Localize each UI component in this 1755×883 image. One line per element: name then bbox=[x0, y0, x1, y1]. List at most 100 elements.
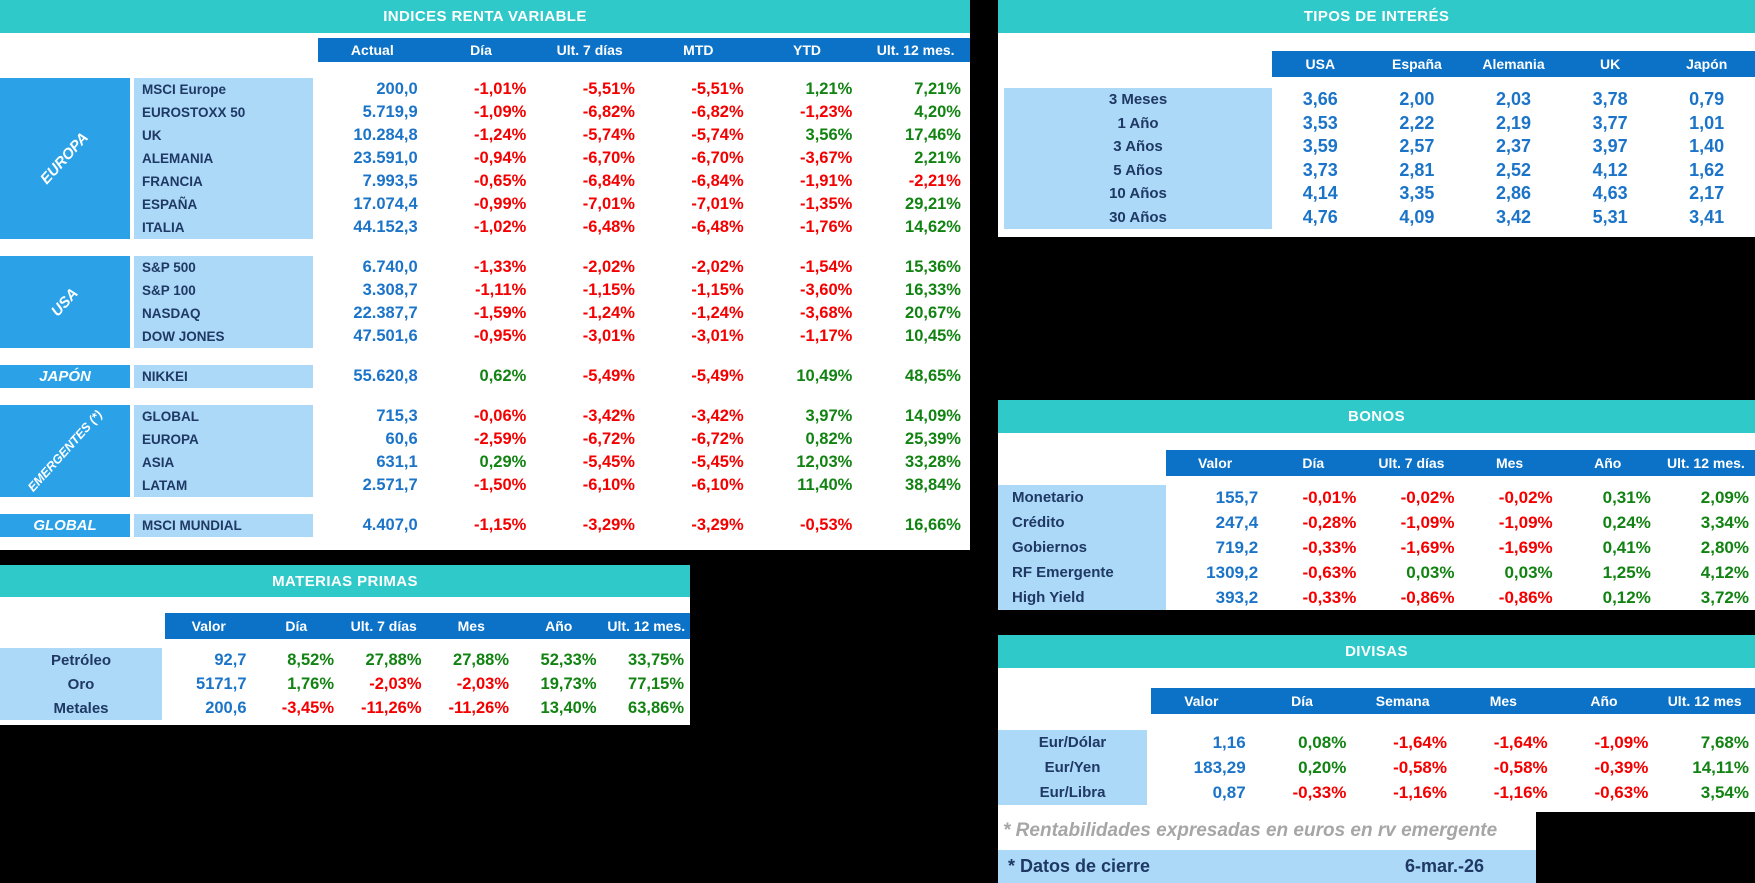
value-cell: 92,7 bbox=[214, 650, 247, 669]
value-cell: 12,03% bbox=[796, 453, 853, 471]
value-cell: 60,6 bbox=[385, 430, 418, 448]
value-cell: -0,01% bbox=[1302, 487, 1357, 507]
value-cell: 1,16 bbox=[1212, 732, 1246, 752]
value-cell: -3,67% bbox=[800, 149, 853, 167]
table-row: 5.719,9 -1,09% -6,82% -6,82% -1,23% 4,20% bbox=[318, 101, 970, 124]
value-cell: 10.284,8 bbox=[353, 126, 418, 144]
value-cell: 0,62% bbox=[479, 367, 527, 385]
value-cell: -5,49% bbox=[582, 367, 635, 385]
value-cell: 2,00 bbox=[1399, 89, 1435, 110]
bonds-values: 155,7 -0,01% -0,02% -0,02% 0,31% 2,09% 247,4 -0… bbox=[1166, 485, 1755, 610]
value-cell: -0,53% bbox=[800, 516, 853, 534]
row-label: Crédito bbox=[1012, 514, 1065, 531]
column-header: Ult. 12 mes bbox=[1667, 693, 1742, 709]
group-label-text: USA bbox=[48, 284, 82, 320]
value-cell: 7.993,5 bbox=[362, 172, 418, 190]
column-header: Ult. 7 días bbox=[556, 42, 623, 58]
index-name: NIKKEI bbox=[142, 369, 188, 384]
value-cell: -1,17% bbox=[800, 327, 853, 345]
value-cell: 0,03% bbox=[1504, 562, 1553, 582]
value-cell: -2,03% bbox=[369, 674, 422, 693]
value-cell: 29,21% bbox=[905, 195, 961, 213]
value-cell: -0,65% bbox=[474, 172, 527, 190]
group-index-values: 6.740,0 -1,33% -2,02% -2,02% -1,54% 15,36% 3.3… bbox=[318, 256, 970, 348]
row-label: High Yield bbox=[1012, 589, 1085, 606]
value-cell: -3,01% bbox=[582, 327, 635, 345]
row-label: 1 Año bbox=[1117, 114, 1159, 132]
value-cell: -1,09% bbox=[1498, 512, 1553, 532]
value-cell: 3,97% bbox=[805, 407, 853, 425]
value-cell: 3,77 bbox=[1592, 112, 1628, 133]
table-row: 60,6 -2,59% -6,72% -6,72% 0,82% 25,39% bbox=[318, 428, 970, 451]
table-row: 4.407,0 -1,15% -3,29% -3,29% -0,53% 16,66% bbox=[318, 514, 970, 537]
value-cell: 3,42 bbox=[1495, 206, 1532, 227]
row-label: Eur/Libra bbox=[1039, 784, 1106, 801]
value-cell: -5,74% bbox=[582, 126, 635, 144]
value-cell: 2,21% bbox=[914, 149, 961, 167]
group-index-values: 200,0 -1,01% -5,51% -5,51% 1,21% 7,21% 5.719,9… bbox=[318, 78, 970, 239]
value-cell: 5171,7 bbox=[196, 674, 247, 693]
value-cell: -1,23% bbox=[800, 103, 853, 121]
group-index-names: NIKKEI bbox=[134, 365, 313, 388]
group-label-text: EMERGENTES (*) bbox=[24, 407, 106, 495]
table-row: 92,7 8,52% 27,88% 27,88% 52,33% 33,75% bbox=[165, 648, 690, 672]
value-cell: 47.501,6 bbox=[353, 327, 418, 345]
group-index-names: MSCI Europe EUROSTOXX 50 UK ALEMANIA FRANCIA… bbox=[134, 78, 313, 239]
value-cell: 3,72% bbox=[1700, 587, 1749, 607]
value-cell: -1,91% bbox=[800, 172, 853, 190]
table-row: 200,6 -3,45% -11,26% -11,26% 13,40% 63,86% bbox=[165, 696, 690, 720]
table-row: 2.571,7 -1,50% -6,10% -6,10% 11,40% 38,84% bbox=[318, 474, 970, 497]
value-cell: -6,72% bbox=[691, 430, 744, 448]
row-label: 3 Meses bbox=[1108, 91, 1168, 109]
value-cell: -1,24% bbox=[474, 126, 527, 144]
value-cell: 0,29% bbox=[479, 453, 527, 471]
value-cell: 33,75% bbox=[628, 650, 684, 669]
value-cell: -1,01% bbox=[474, 80, 527, 98]
value-cell: -6,48% bbox=[582, 218, 635, 236]
value-cell: 719,2 bbox=[1215, 537, 1259, 557]
value-cell: 2,19 bbox=[1495, 112, 1532, 133]
group-label: USA bbox=[0, 256, 130, 348]
value-cell: 4,12 bbox=[1592, 159, 1628, 180]
value-cell: -1,09% bbox=[474, 103, 527, 121]
value-cell: 3,66 bbox=[1302, 89, 1338, 110]
interest-rates-row-labels: 3 Meses 1 Año 3 Años 5 Años 10 Años 30 Años bbox=[1004, 88, 1272, 229]
value-cell: 4,09 bbox=[1399, 206, 1435, 227]
column-header: YTD bbox=[792, 42, 821, 58]
value-cell: 1,25% bbox=[1602, 562, 1651, 582]
value-cell: -7,01% bbox=[582, 195, 635, 213]
index-name: MSCI Europe bbox=[142, 82, 227, 97]
value-cell: 0,79 bbox=[1689, 89, 1725, 110]
bonds-row-labels: Monetario Crédito Gobiernos RF Emergente Hig… bbox=[998, 485, 1166, 610]
panel-interest-rates: TIPOS DE INTERÉS USA España Alemania UK Japó… bbox=[998, 0, 1755, 237]
value-cell: 38,84% bbox=[905, 476, 961, 494]
value-cell: -1,09% bbox=[1594, 732, 1649, 752]
value-cell: 1,40 bbox=[1689, 136, 1725, 157]
value-cell: 13,40% bbox=[540, 698, 597, 717]
value-cell: 200,0 bbox=[376, 80, 418, 98]
index-name: ALEMANIA bbox=[142, 151, 214, 166]
value-cell: 3,97 bbox=[1592, 136, 1628, 157]
table-row: 715,3 -0,06% -3,42% -3,42% 3,97% 14,09% bbox=[318, 405, 970, 428]
table-row: 247,4 -0,28% -1,09% -1,09% 0,24% 3,34% bbox=[1166, 510, 1755, 535]
row-label: Monetario bbox=[1012, 489, 1084, 506]
column-header: Alemania bbox=[1482, 56, 1545, 72]
interest-rates-column-headers: USA España Alemania UK Japón bbox=[1272, 51, 1755, 77]
row-label: Eur/Yen bbox=[1044, 759, 1101, 776]
currencies-column-headers: Valor Día Semana Mes Año Ult. 12 mes bbox=[1151, 688, 1755, 714]
value-cell: -3,01% bbox=[691, 327, 744, 345]
panel-currencies: DIVISAS Valor Día Semana Mes Año Ult. 12 mes … bbox=[998, 635, 1755, 812]
table-row: 22.387,7 -1,59% -1,24% -1,24% -3,68% 20,67% bbox=[318, 302, 970, 325]
value-cell: 4,14 bbox=[1302, 183, 1338, 204]
panel-title: INDICES RENTA VARIABLE bbox=[383, 8, 587, 25]
panel-equity-indices: INDICES RENTA VARIABLE Actual Día Ult. 7 d… bbox=[0, 0, 970, 550]
index-name: UK bbox=[142, 128, 162, 143]
value-cell: 4,20% bbox=[914, 103, 961, 121]
value-cell: -1,64% bbox=[1493, 732, 1548, 752]
value-cell: 3,59 bbox=[1302, 136, 1338, 157]
value-cell: 4,63 bbox=[1592, 183, 1628, 204]
group-index-values: 715,3 -0,06% -3,42% -3,42% 3,97% 14,09% 60,6 -2… bbox=[318, 405, 970, 497]
value-cell: 10,49% bbox=[796, 367, 853, 385]
value-cell: 2,03 bbox=[1495, 89, 1532, 110]
column-header: UK bbox=[1599, 56, 1621, 72]
